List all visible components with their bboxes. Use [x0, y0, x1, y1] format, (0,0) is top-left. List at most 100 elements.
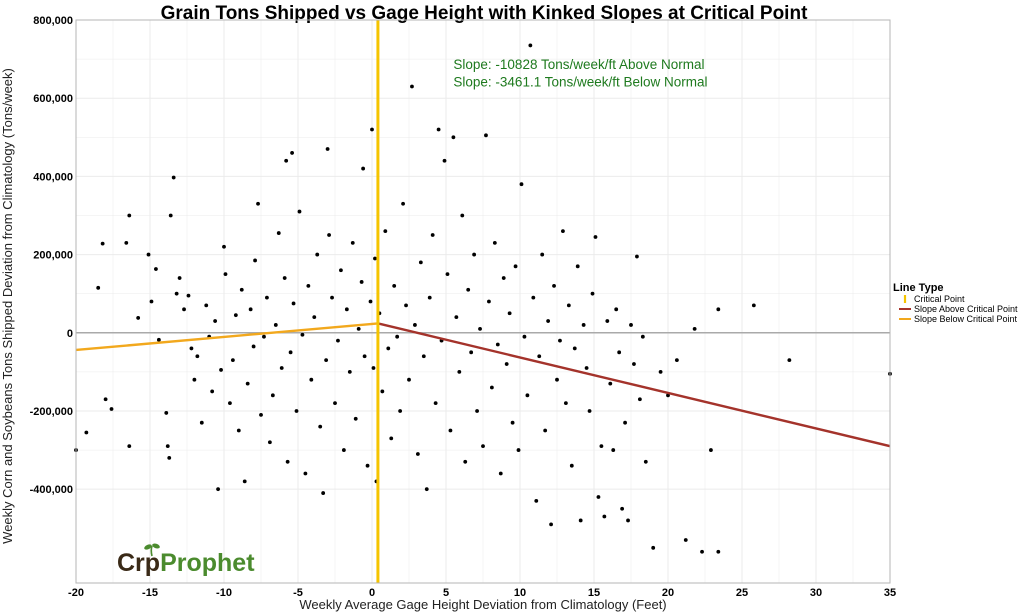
scatter-point — [156, 337, 161, 342]
scatter-points — [74, 43, 892, 554]
scatter-point — [593, 235, 598, 239]
y-tick-label: 800,000 — [33, 15, 73, 27]
scatter-point — [513, 264, 518, 269]
scatter-point — [651, 545, 656, 550]
scatter-point — [149, 299, 154, 304]
scatter-point — [489, 385, 494, 390]
scatter-point — [407, 377, 411, 382]
scatter-point — [350, 240, 355, 245]
scatter-point — [584, 366, 589, 370]
x-tick-label: 20 — [662, 587, 674, 599]
scatter-point — [415, 452, 420, 456]
scatter-point — [504, 362, 509, 366]
scatter-point — [84, 430, 89, 435]
y-axis-label: Weekly Corn and Soybeans Tons Shipped De… — [0, 68, 15, 544]
scatter-point — [186, 293, 191, 298]
x-tick-label: 5 — [443, 587, 449, 599]
scatter-point — [507, 311, 512, 316]
scatter-point — [623, 420, 627, 425]
scatter-point — [457, 369, 462, 374]
scatter-point — [572, 346, 577, 351]
scatter-point — [279, 366, 284, 370]
scatter-point — [165, 444, 170, 449]
scatter-point — [239, 287, 244, 292]
scatter-point — [590, 291, 595, 296]
sprout-icon — [144, 543, 160, 557]
scatter-point — [339, 268, 343, 273]
scatter-point — [336, 338, 340, 343]
scatter-point — [373, 256, 377, 261]
scatter-point — [674, 358, 679, 363]
scatter-point — [245, 381, 250, 386]
scatter-point — [454, 315, 459, 320]
scatter-point — [192, 377, 197, 382]
scatter-point — [127, 444, 132, 449]
series-line-2 — [75, 322, 379, 352]
scatter-point — [578, 518, 583, 523]
scatter-point — [658, 369, 663, 374]
x-tick-label: -20 — [68, 587, 84, 599]
plot-frame — [75, 19, 891, 584]
slope-annotation: Slope: -3461.1 Tons/week/ft Below Normal — [453, 74, 707, 89]
scatter-point — [492, 240, 497, 245]
scatter-point — [620, 506, 625, 511]
scatter-point — [522, 334, 527, 339]
scatter-point — [223, 272, 228, 277]
scatter-point — [629, 323, 633, 327]
scatter-point — [472, 252, 477, 257]
x-tick-label: -15 — [142, 587, 158, 599]
scatter-point — [430, 233, 435, 237]
scatter-point — [433, 401, 438, 406]
scatter-point — [324, 358, 329, 363]
scatter-point — [528, 43, 533, 48]
scatter-point — [270, 393, 275, 398]
scatter-point — [228, 401, 232, 406]
legend-entry-label: Slope Above Critical Point — [914, 304, 1018, 314]
scatter-point — [284, 158, 289, 163]
legend-entry-label: Critical Point — [914, 294, 965, 304]
scatter-point — [103, 397, 108, 402]
scatter-point — [306, 283, 311, 288]
scatter-point — [575, 264, 580, 269]
scatter-point — [164, 411, 169, 415]
scatter-point — [276, 231, 281, 235]
scatter-point — [199, 420, 204, 425]
x-tick-label: 25 — [736, 587, 748, 599]
scatter-point — [96, 285, 101, 290]
scatter-point — [294, 409, 299, 413]
scatter-point — [637, 397, 642, 402]
scatter-point — [626, 518, 630, 523]
scatter-point — [195, 354, 200, 359]
scatter-point — [273, 323, 278, 327]
scatter-point — [481, 444, 485, 449]
scatter-point — [189, 346, 194, 351]
scatter-point — [325, 147, 330, 151]
scatter-point — [421, 354, 426, 359]
scatter-point — [448, 428, 453, 433]
legend-entry-label: Slope Below Critical Point — [914, 314, 1018, 324]
scatter-point — [318, 424, 323, 429]
scatter-point — [617, 350, 622, 355]
x-tick-label: 30 — [810, 587, 822, 599]
scatter-point — [716, 307, 721, 312]
y-tick-label: -200,000 — [30, 406, 73, 418]
scatter-point — [380, 389, 385, 394]
scatter-point — [466, 287, 471, 292]
scatter-point — [219, 368, 223, 372]
x-tick-label: 35 — [884, 587, 896, 599]
scatter-point — [236, 428, 241, 433]
scatter-point — [291, 301, 296, 306]
scatter-point — [392, 283, 397, 288]
scatter-point — [168, 213, 173, 218]
scatter-point — [248, 307, 253, 312]
scatter-point — [204, 303, 209, 308]
legend-title: Line Type — [893, 282, 944, 294]
series-line-1 — [377, 322, 891, 448]
scatter-point — [445, 272, 450, 277]
scatter-point — [398, 409, 403, 413]
scatter-point — [167, 455, 172, 460]
scatter-point — [171, 175, 176, 180]
scatter-point — [285, 459, 290, 464]
scatter-point — [154, 267, 158, 271]
